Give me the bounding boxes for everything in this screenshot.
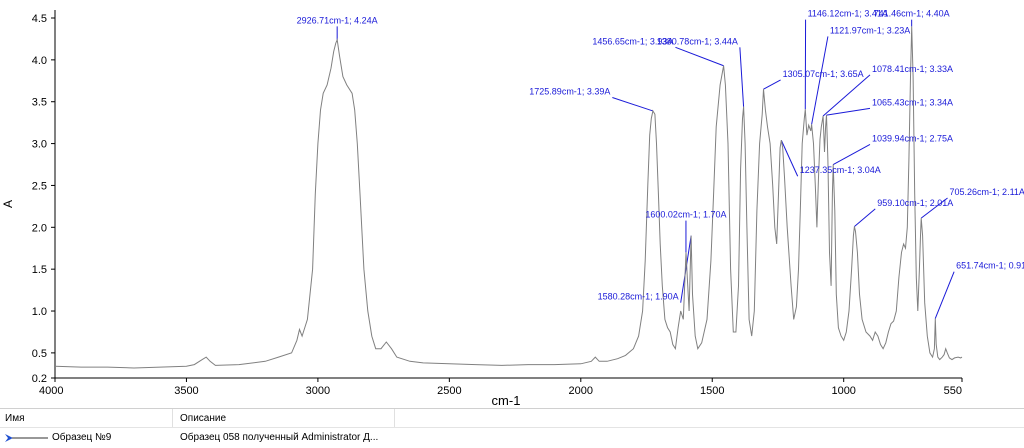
leader-line — [854, 209, 875, 227]
legend-header-name[interactable]: Имя — [5, 413, 24, 424]
leader-line — [833, 144, 870, 164]
y-tick-label: 1.0 — [32, 306, 47, 318]
peak-label: 1065.43cm-1; 3.34A — [872, 97, 953, 107]
peak-label: 651.74cm-1; 0.91A — [956, 261, 1024, 271]
column-divider[interactable] — [172, 409, 173, 427]
peak-label: 1121.97cm-1; 3.23A — [830, 25, 910, 35]
y-tick-label: 3.5 — [32, 97, 47, 109]
x-tick-label: 3000 — [306, 385, 330, 397]
peak-label: 1078.41cm-1; 3.33A — [872, 64, 953, 74]
x-tick-label: 550 — [944, 385, 962, 397]
leader-line — [612, 98, 653, 111]
x-tick-label: 3500 — [174, 385, 198, 397]
peak-label: 1580.28cm-1; 1.90A — [598, 292, 679, 302]
peak-label: 741.46cm-1; 4.40A — [874, 9, 950, 19]
x-tick-label: 4000 — [39, 385, 63, 397]
legend-row-name: Образец №9 — [52, 432, 111, 443]
legend-table: Имя Описание Образец №9 Образец 058 полу… — [0, 408, 1024, 448]
y-tick-label: 2.0 — [32, 222, 47, 234]
y-axis-label: A — [1, 200, 15, 208]
y-tick-label: 2.5 — [32, 180, 47, 192]
y-tick-label: 0.5 — [32, 348, 47, 360]
legend-header: Имя Описание — [0, 409, 1024, 428]
y-tick-label: 3.0 — [32, 139, 47, 151]
peak-label: 2926.71cm-1; 4.24A — [297, 15, 378, 25]
legend-header-description[interactable]: Описание — [180, 413, 226, 424]
peak-label: 1380.78cm-1; 3.44A — [657, 36, 738, 46]
leader-line — [935, 272, 954, 319]
y-tick-label: 1.5 — [32, 264, 47, 276]
peak-label: 959.10cm-1; 2.01A — [877, 198, 953, 208]
series-marker-icon — [4, 432, 48, 444]
leader-line — [675, 47, 723, 65]
spectrum-chart[interactable]: 4000 3500 3000 2500 2000 1500 1000 550 0.2 0.5 1.0… — [0, 0, 1024, 408]
peak-label: 705.26cm-1; 2.11A — [950, 187, 1024, 197]
leader-line — [763, 80, 780, 89]
peak-label: 1725.89cm-1; 3.39A — [529, 87, 610, 97]
legend-row[interactable]: Образец №9 Образец 058 полученный Admini… — [0, 428, 1024, 447]
chart-axes — [55, 10, 962, 378]
peak-label: 1237.35cm-1; 3.04A — [800, 165, 881, 175]
leader-line — [812, 36, 828, 124]
y-tick-label: 4.5 — [32, 13, 47, 25]
leader-line — [740, 47, 744, 106]
peak-label: 1039.94cm-1; 2.75A — [872, 133, 953, 143]
x-tick-label: 2500 — [437, 385, 461, 397]
peak-label: 1600.02cm-1; 1.70A — [645, 210, 726, 220]
leader-line — [826, 108, 869, 115]
x-tick-label: 1500 — [700, 385, 724, 397]
x-axis-label: cm-1 — [492, 393, 521, 408]
column-divider[interactable] — [394, 409, 395, 427]
x-tick-label: 1000 — [831, 385, 855, 397]
y-tick-label: 0.2 — [32, 373, 47, 385]
x-tick-label: 2000 — [569, 385, 593, 397]
peak-label: 1305.07cm-1; 3.65A — [783, 69, 864, 79]
y-tick-label: 4.0 — [32, 55, 47, 67]
legend-row-description: Образец 058 полученный Administrator Д..… — [180, 432, 378, 443]
